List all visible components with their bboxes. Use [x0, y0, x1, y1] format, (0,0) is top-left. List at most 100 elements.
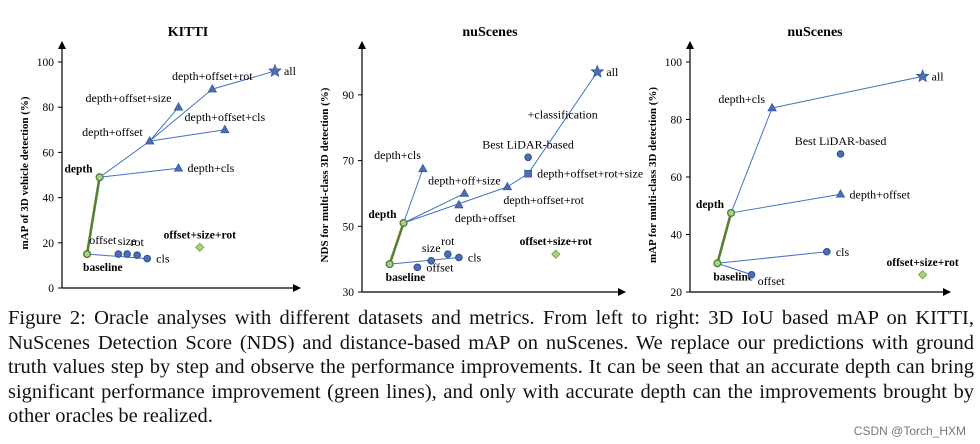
label-depth-offset: depth+offset: [82, 125, 143, 139]
watermark-text: CSDN @Torch_HXM: [853, 424, 966, 438]
point-cls: [455, 253, 463, 262]
label-offset: offset: [89, 233, 117, 247]
point-baseline: [82, 250, 92, 259]
connector-line-depth-offset-rot-to-all: [212, 70, 276, 90]
connector-line-depth-offset-rot-size-to-all: [527, 71, 598, 174]
label-best-lidar-based: Best LiDAR-based: [795, 134, 887, 148]
point-depth-offset-rot: [502, 181, 513, 191]
label-best-lidar-based: Best LiDAR-based: [482, 137, 574, 151]
chart-panel-2: nuScenes 30 50 70 90 NDS for multi-class 3D d…: [319, 25, 643, 299]
point-baseline: [713, 259, 722, 268]
connector-line-depth-to-depth-cls: [99, 167, 179, 178]
point-offset-size-rot: [195, 242, 205, 253]
point-depth-offset-size: [173, 102, 184, 111]
label-rot: rot: [130, 235, 144, 249]
label-all: all: [284, 64, 297, 78]
point-depth-offset-rot-size: [524, 169, 532, 178]
label-depth-offset-rot-size: depth+offset+rot+size: [537, 167, 643, 181]
y-tick-label: 20: [43, 238, 55, 250]
chart-title: KITTI: [168, 25, 208, 40]
y-tick-label: 70: [343, 156, 355, 168]
chart-title: nuScenes: [787, 25, 843, 40]
y-tick-label: 60: [671, 172, 683, 184]
connector-line-baseline-to-depth: [716, 212, 733, 264]
label-depth: depth: [368, 209, 397, 221]
y-tick-label: 20: [671, 287, 683, 299]
y-tick-label: 50: [343, 221, 355, 233]
connector-line-depth-offset-to-depth-offset-size: [149, 106, 179, 142]
chart-panel-3: nuScenes 20 40 60 80 100 mAP for multi-class 3…: [647, 25, 959, 299]
label-depth-offset-rot: depth+offset+rot: [172, 69, 253, 83]
point-depth-offset: [835, 189, 846, 198]
connector-line-depth-to-depth-offset: [730, 193, 841, 214]
label-offset-size-rot: offset+size+rot: [164, 229, 236, 241]
y-tick-label: 40: [671, 230, 683, 242]
label-all: all: [606, 65, 619, 79]
point-depth: [95, 173, 104, 182]
y-axis-label: mAP for multi-class 3D detection (%): [647, 87, 659, 263]
y-axis-label: NDS for multi-class 3D detection (%): [319, 87, 331, 262]
point-rot: [133, 251, 141, 260]
point-best-lidar-based: [524, 153, 532, 162]
connector-line-baseline-to-depth: [388, 222, 405, 265]
y-axis-label: mAP of 3D vehicle detection (%): [19, 96, 31, 249]
point-offset-size-rot: [551, 249, 561, 259]
y-tick-label: 100: [37, 57, 55, 69]
point-depth-offset: [454, 199, 464, 209]
point-depth-cls: [767, 102, 777, 112]
x-axis-arrow: [943, 288, 951, 296]
point-size: [427, 256, 436, 265]
label-offset-size-rot: offset+size+rot: [886, 257, 958, 269]
label-offset-size-rot: offset+size+rot: [520, 236, 592, 248]
y-tick-label: 90: [343, 90, 355, 102]
y-tick-label: 60: [43, 147, 55, 159]
label-cls: cls: [836, 245, 850, 259]
y-axis-arrow: [58, 41, 66, 49]
label-baseline: baseline: [83, 262, 123, 274]
point-all: [915, 69, 930, 83]
label-baseline: baseline: [386, 272, 426, 284]
label-depth: depth: [696, 199, 725, 211]
label-depth-cls: depth+cls: [374, 148, 421, 162]
label-depth-offset-cls: depth+offset+cls: [185, 110, 266, 124]
label-depth: depth: [64, 163, 93, 175]
label-all: all: [932, 69, 945, 83]
point-best-lidar-based: [836, 150, 845, 158]
point-offset: [747, 270, 756, 279]
y-tick-label: 80: [43, 102, 55, 114]
label-rot: rot: [441, 234, 455, 248]
point-rot: [444, 250, 452, 259]
label-size: size: [118, 234, 137, 248]
connector-line-depth-cls-to-all: [772, 75, 923, 109]
y-axis-arrow: [358, 41, 366, 49]
annotation-classification: +classification: [528, 108, 598, 122]
label-depth-cls: depth+cls: [718, 92, 765, 106]
point-size: [123, 250, 131, 258]
point-depth-offset: [144, 135, 155, 145]
y-tick-label: 30: [343, 287, 355, 299]
point-depth-cls: [173, 163, 184, 172]
point-depth-off-size: [459, 188, 470, 197]
connector-line-depth-to-depth-off-size: [403, 192, 465, 224]
y-tick-label: 40: [43, 193, 55, 205]
connector-line-depth-offset-to-depth-offset-cls: [149, 129, 225, 142]
connector-line-baseline-to-offset: [717, 262, 752, 276]
x-axis-arrow: [618, 288, 626, 296]
connector-line-depth-offset-to-depth-offset-rot: [149, 88, 213, 142]
y-tick-label: 80: [671, 115, 683, 127]
connector-line-baseline-to-cls: [389, 257, 459, 265]
y-tick-label: 100: [665, 57, 683, 69]
oracle-analysis-figure: KITTI 0 20 40 60 80 100 mAP of 3D vehicle detec…: [19, 25, 959, 299]
label-depth-off-size: depth+off+size: [428, 173, 501, 187]
label-offset: offset: [758, 274, 786, 288]
point-cls: [823, 247, 831, 256]
label-size: size: [422, 241, 441, 255]
connector-line-depth-to-depth-offset-rot: [403, 186, 508, 224]
point-depth-offset-cls: [220, 124, 230, 134]
point-baseline: [385, 259, 394, 269]
label-cls: cls: [156, 252, 170, 266]
point-depth-cls: [418, 163, 428, 173]
label-depth-offset: depth+offset: [455, 211, 516, 225]
label-depth-offset-size: depth+offset+size: [86, 91, 172, 105]
connector-line-depth-to-depth-offset: [99, 140, 150, 178]
